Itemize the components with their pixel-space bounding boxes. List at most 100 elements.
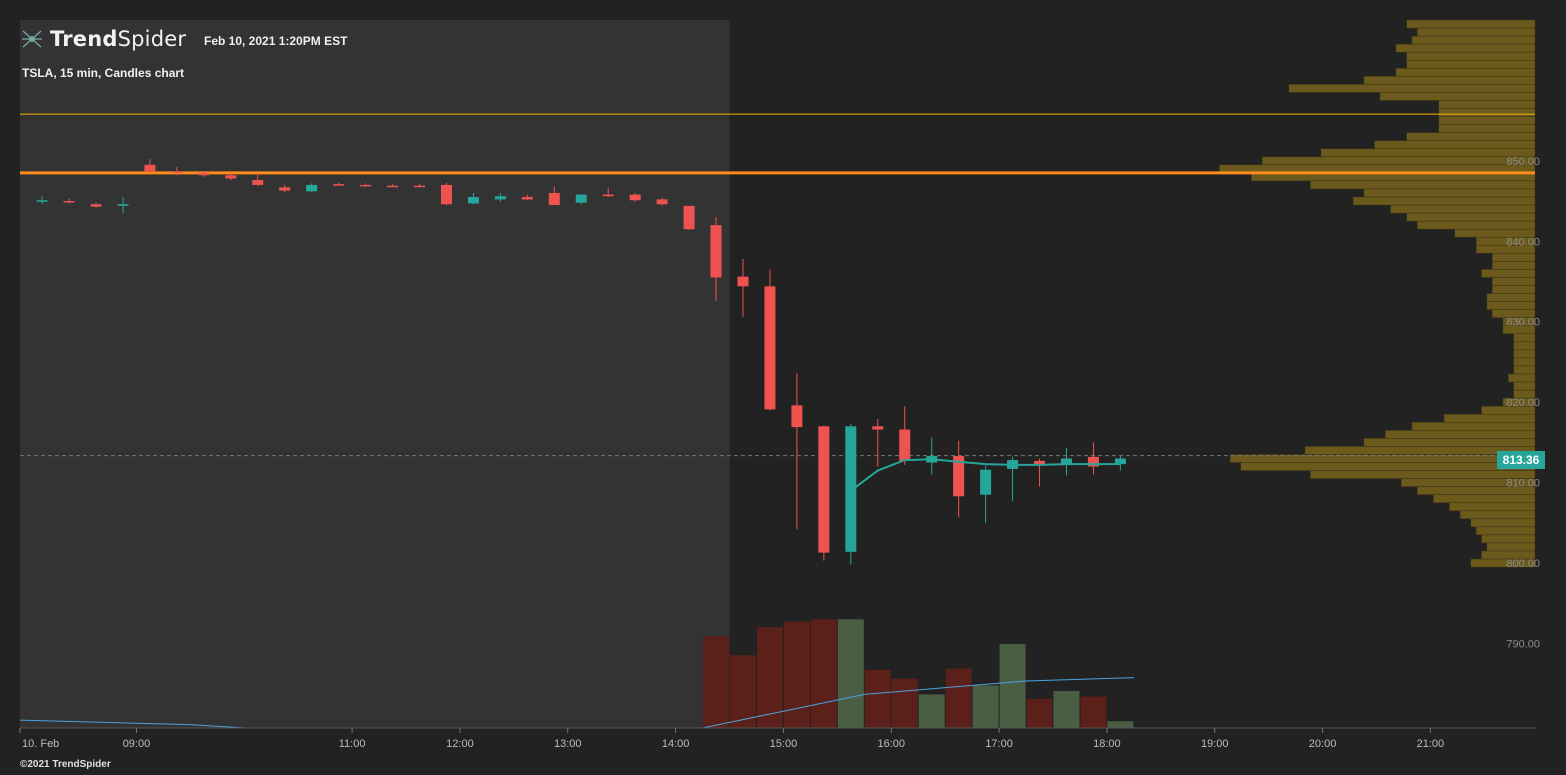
volume-bar: [837, 619, 864, 728]
candle: [1007, 456, 1019, 502]
candle: [494, 192, 506, 202]
volume-profile-bar: [1481, 269, 1536, 278]
x-tick-label: 20:00: [1309, 738, 1337, 750]
volume-bar: [945, 668, 972, 728]
candle-body: [306, 184, 318, 192]
candle-body: [980, 469, 992, 495]
volume-bar: [810, 619, 837, 728]
candle-body: [710, 225, 722, 278]
candle-body: [36, 200, 48, 202]
candle: [602, 187, 614, 197]
volume-profile-bar: [1395, 68, 1536, 77]
candle-body: [467, 197, 479, 204]
candle-body: [629, 194, 641, 201]
volume-profile-bar: [1374, 140, 1536, 149]
candle-body: [1114, 458, 1126, 465]
candle: [1087, 442, 1099, 475]
volume-profile-bar: [1379, 92, 1536, 101]
y-tick-label: 820.00: [1506, 397, 1540, 409]
candle-body: [171, 171, 183, 173]
candle: [710, 217, 722, 301]
candle: [144, 159, 156, 173]
volume-profile-bar: [1508, 373, 1536, 383]
candle: [1060, 448, 1072, 476]
candle: [953, 440, 965, 518]
x-tick-label: 12:00: [446, 738, 474, 750]
volume-profile-bar: [1417, 27, 1536, 37]
horizontal-levels[interactable]: [20, 113, 1535, 457]
candle-body: [791, 405, 803, 428]
volume-profile-bar: [1513, 365, 1536, 375]
candle: [467, 192, 479, 205]
candle: [656, 197, 668, 206]
x-tick-label: 15:00: [770, 738, 798, 750]
volume-bar: [1053, 691, 1080, 728]
candle: [737, 258, 749, 317]
candle: [252, 173, 264, 186]
y-tick-label: 840.00: [1506, 236, 1540, 248]
candle: [198, 172, 210, 177]
candle: [899, 406, 911, 465]
x-tick-label: 19:00: [1201, 738, 1229, 750]
volume-profile-bar: [1406, 51, 1536, 61]
volume-profile-bar: [1470, 518, 1536, 528]
volume-profile-bar: [1486, 293, 1536, 302]
candle-body: [737, 276, 749, 287]
candle-body: [548, 192, 560, 206]
candle-body: [225, 175, 237, 179]
candle-body: [333, 184, 345, 186]
volume-profile-bar: [1513, 333, 1536, 343]
chart-timestamp: Feb 10, 2021 1:20PM EST: [204, 34, 348, 48]
candle: [629, 192, 641, 202]
y-tick-label: 810.00: [1506, 478, 1540, 490]
volume-profile-bar: [1240, 462, 1536, 471]
candle: [791, 373, 803, 530]
candle-body: [899, 429, 911, 461]
chart-title: TSLA, 15 min, Candles chart: [22, 66, 185, 80]
volume-profile-bar: [1491, 261, 1536, 270]
volume-profile-bar: [1417, 220, 1536, 230]
candle: [360, 183, 372, 187]
candle: [764, 269, 776, 411]
volume-profile-bar: [1390, 204, 1536, 214]
candle-body: [387, 185, 399, 188]
candle: [440, 182, 452, 206]
candle: [225, 173, 237, 181]
vwap-line: [850, 458, 1121, 492]
volume-bar: [1080, 696, 1107, 728]
y-tick-label: 830.00: [1506, 317, 1540, 329]
candle: [117, 197, 129, 214]
time-axis[interactable]: 10. Feb 09:00 11:00 12:00 13:00 14:00 15:00 16:…: [19, 727, 1535, 750]
volume-profile-bar: [1384, 430, 1536, 439]
candle-body: [1060, 458, 1072, 465]
volume-profile-bar: [1470, 558, 1536, 568]
candle: [90, 202, 102, 208]
candle: [818, 425, 830, 561]
volume-average-line: [19, 677, 1134, 729]
volume-profile-bar: [1475, 526, 1536, 536]
volume-bar: [703, 636, 730, 728]
candle-body: [845, 426, 857, 552]
candle: [36, 196, 48, 205]
x-tick-label: 09:00: [123, 738, 151, 750]
candle-body: [494, 196, 506, 200]
candle-body: [575, 194, 587, 203]
volume-profile-bar: [1491, 277, 1536, 286]
price-axis[interactable]: 850.00 840.00 830.00 820.00 810.00 800.00 790.…: [1506, 156, 1540, 651]
volume-profile-bar: [1491, 253, 1536, 262]
candle-body: [872, 426, 884, 430]
volume-profile-bar: [1438, 108, 1536, 117]
volume-profile-bar: [1481, 534, 1536, 544]
candle-body: [1087, 456, 1099, 467]
candle-body: [656, 199, 668, 205]
volume-bar: [1026, 698, 1053, 728]
y-tick-label: 790.00: [1506, 639, 1540, 651]
x-tick-label: 10. Feb: [22, 738, 59, 750]
candle-body: [521, 197, 533, 200]
candle: [306, 183, 318, 193]
candle: [63, 198, 75, 204]
volume-profile-bar: [1513, 349, 1536, 359]
candles: [36, 159, 1126, 565]
volume-profile-bar: [1261, 156, 1536, 166]
